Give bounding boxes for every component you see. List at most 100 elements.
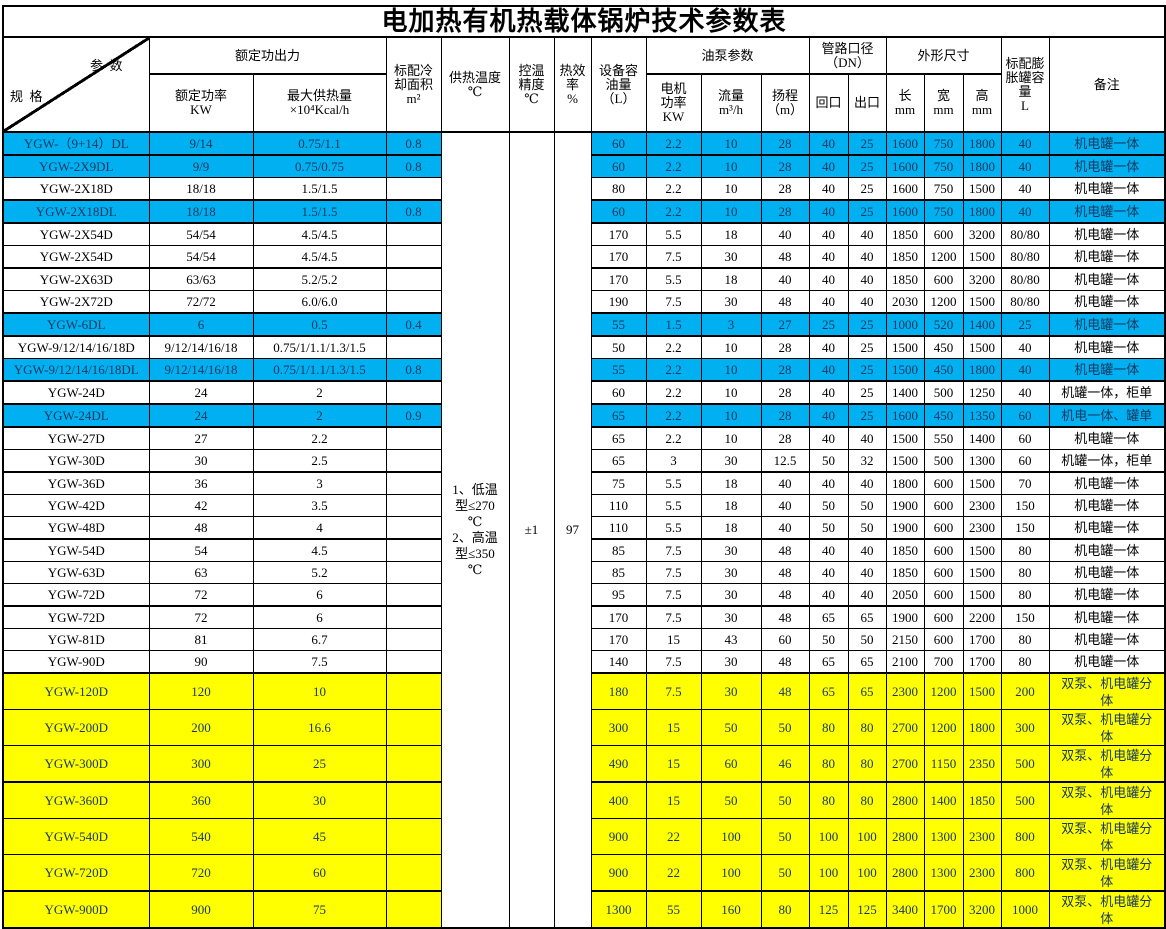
max-heat-cell: 0.5 <box>252 312 387 337</box>
table-row: YGW-6DL 6 0.5 0.4 55 1.5 3 27 25 25 1000 520 1400 25 机… <box>2 312 1166 337</box>
lift-cell: 48 <box>760 583 810 607</box>
expansion-tank-cell: 150 <box>1000 516 1050 540</box>
outlet-cell: 125 <box>847 890 887 929</box>
length-cell: 1400 <box>885 380 925 405</box>
flow-cell: 30 <box>700 290 762 314</box>
motor-power-cell: 2.2 <box>645 380 702 405</box>
height-cell: 1500 <box>962 471 1002 495</box>
remark-cell: 双泵、机电罐分 体 <box>1048 818 1166 855</box>
table-row: YGW-200D 200 16.6 300 15 50 50 80 80 2700 1200 1800… <box>2 709 1166 746</box>
max-heat-cell: 6 <box>252 605 387 629</box>
max-heat-cell: 30 <box>252 781 387 819</box>
model-cell: YGW-36D <box>2 471 150 495</box>
max-heat-cell: 2.2 <box>252 426 387 450</box>
table-row: YGW-36D 36 3 75 5.5 18 40 40 40 1800 600 1500 70 机电罐一… <box>2 471 1166 495</box>
efficiency-merged-cell: 97 <box>553 131 592 929</box>
rated-power-cell: 24 <box>148 380 254 405</box>
height-cell: 1800 <box>962 131 1002 156</box>
oil-capacity-cell: 50 <box>590 335 647 359</box>
width-cell: 1150 <box>923 745 964 783</box>
inlet-cell: 50 <box>808 494 849 517</box>
table-row: YGW-9/12/14/16/18D 9/12/14/16/18 0.75/1/1.… <box>2 335 1166 359</box>
remark-cell: 双泵、机电罐分 体 <box>1048 745 1166 783</box>
table-row: YGW-42D 42 3.5 110 5.5 18 40 50 50 1900 600 2300 150… <box>2 494 1166 517</box>
width-cell: 1200 <box>923 245 964 269</box>
table-row: YGW-63D 63 5.2 85 7.5 30 48 40 40 1850 600 1500 80 机电… <box>2 561 1166 584</box>
length-cell: 1500 <box>885 426 925 450</box>
expansion-tank-cell: 80 <box>1000 650 1050 674</box>
flow-cell: 18 <box>700 267 762 291</box>
width-cell: 500 <box>923 449 964 473</box>
outlet-cell: 25 <box>847 403 887 428</box>
outlet-cell: 80 <box>847 781 887 819</box>
inlet-cell: 40 <box>808 222 849 246</box>
outlet-cell: 40 <box>847 245 887 269</box>
lift-cell: 48 <box>760 245 810 269</box>
motor-power-cell: 15 <box>645 628 702 651</box>
model-cell: YGW-72D <box>2 583 150 607</box>
table-row: YGW-81D 81 6.7 170 15 43 60 50 50 2150 600 1700 80 机电… <box>2 628 1166 651</box>
inlet-cell: 40 <box>808 403 849 428</box>
cooling-area-cell <box>385 290 442 314</box>
model-cell: YGW-9/12/14/16/18D <box>2 335 150 359</box>
header-inlet: 回口 <box>808 73 849 133</box>
length-cell: 1850 <box>885 267 925 291</box>
oil-capacity-cell: 170 <box>590 628 647 651</box>
max-heat-cell: 4.5 <box>252 538 387 562</box>
rated-power-cell: 9/14 <box>148 131 254 156</box>
inlet-cell: 50 <box>808 628 849 651</box>
table-row: YGW-2X54D 54/54 4.5/4.5 170 5.5 18 40 40 40 1850 6… <box>2 222 1166 246</box>
width-cell: 600 <box>923 267 964 291</box>
table-row: YGW-24D 24 2 60 2.2 10 28 40 25 1400 500 1250 40 机罐一体… <box>2 380 1166 405</box>
lift-cell: 40 <box>760 494 810 517</box>
height-cell: 1300 <box>962 449 1002 473</box>
max-heat-cell: 75 <box>252 890 387 929</box>
model-cell: YGW-2X9DL <box>2 154 150 178</box>
rated-power-cell: 6 <box>148 312 254 337</box>
motor-power-cell: 5.5 <box>645 222 702 246</box>
cooling-area-cell <box>385 650 442 674</box>
motor-power-cell: 7.5 <box>645 650 702 674</box>
model-cell: YGW-2X72D <box>2 290 150 314</box>
length-cell: 1500 <box>885 449 925 473</box>
model-cell: YGW-24DL <box>2 403 150 428</box>
motor-power-cell: 7.5 <box>645 605 702 629</box>
height-cell: 1800 <box>962 199 1002 224</box>
inlet-cell: 40 <box>808 426 849 450</box>
width-cell: 1200 <box>923 290 964 314</box>
oil-capacity-cell: 65 <box>590 449 647 473</box>
expansion-tank-cell: 60 <box>1000 426 1050 450</box>
remark-cell: 机电罐一体 <box>1048 177 1166 201</box>
header-width: 宽 mm <box>923 73 964 133</box>
remark-cell: 机电罐一体 <box>1048 583 1166 607</box>
max-heat-cell: 60 <box>252 854 387 892</box>
header-efficiency: 热效 率 % <box>553 36 592 133</box>
height-cell: 2300 <box>962 494 1002 517</box>
width-cell: 550 <box>923 426 964 450</box>
motor-power-cell: 2.2 <box>645 154 702 178</box>
oil-capacity-cell: 55 <box>590 312 647 337</box>
inlet-cell: 40 <box>808 561 849 584</box>
expansion-tank-cell: 40 <box>1000 131 1050 156</box>
expansion-tank-cell: 500 <box>1000 745 1050 783</box>
model-cell: YGW-（9+14）DL <box>2 131 150 156</box>
oil-capacity-cell: 140 <box>590 650 647 674</box>
remark-cell: 机电罐一体 <box>1048 199 1166 224</box>
lift-cell: 12.5 <box>760 449 810 473</box>
max-heat-cell: 10 <box>252 672 387 710</box>
max-heat-cell: 4.5/4.5 <box>252 222 387 246</box>
rated-power-cell: 54/54 <box>148 245 254 269</box>
length-cell: 1900 <box>885 516 925 540</box>
max-heat-cell: 16.6 <box>252 709 387 746</box>
cooling-area-cell <box>385 709 442 746</box>
expansion-tank-cell: 40 <box>1000 358 1050 382</box>
inlet-cell: 65 <box>808 605 849 629</box>
length-cell: 1850 <box>885 222 925 246</box>
max-heat-cell: 1.5/1.5 <box>252 177 387 201</box>
table-row: YGW-24DL 24 2 0.9 65 2.2 10 28 40 25 1600 450 1350 60… <box>2 403 1166 428</box>
rated-power-cell: 63/63 <box>148 267 254 291</box>
header-remark: 备注 <box>1048 36 1166 133</box>
length-cell: 1850 <box>885 538 925 562</box>
motor-power-cell: 5.5 <box>645 516 702 540</box>
rated-power-cell: 9/9 <box>148 154 254 178</box>
